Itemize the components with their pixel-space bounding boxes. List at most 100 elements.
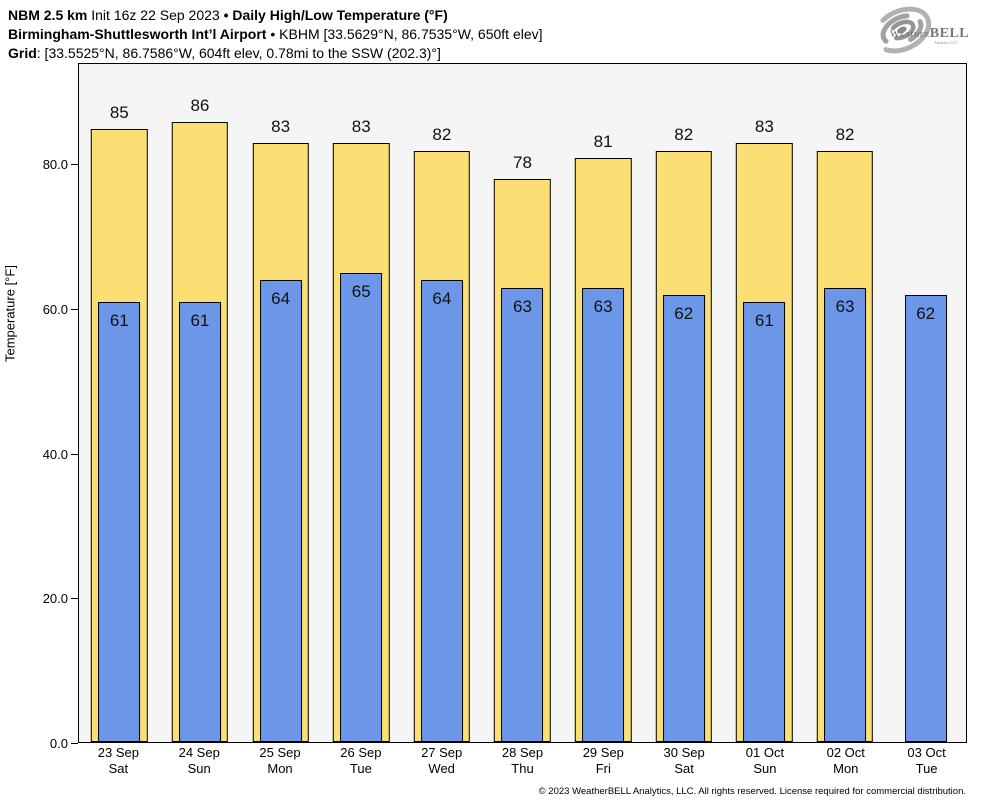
x-tick-date: 25 Sep [259,745,301,760]
x-axis-labels: 23 Sep Sat 24 Sep Sun 25 Sep Mon 26 Sep Tue 27 S… [78,745,967,785]
high-value-label: 83 [271,117,291,137]
bar-group-01-oct: 83 61 [724,64,805,742]
low-bar [259,280,302,742]
y-tick-mark [71,164,78,166]
low-bar [904,294,947,742]
high-value-label: 82 [835,124,855,144]
x-tick-date: 28 Sep [501,745,544,760]
low-bar [582,287,625,742]
y-tick-mark [71,598,78,600]
low-value-label: 63 [835,296,855,316]
x-tick-label: 28 Sep Thu [482,745,563,777]
x-tick-weekday: Sun [753,761,777,776]
y-tick-label: 40.0 [42,446,68,462]
bar-group-24-sep: 86 61 [160,64,241,742]
x-tick-weekday: Sun [187,761,211,776]
header-line-2: Birmingham-Shuttlesworth Int’l Airport •… [8,25,543,44]
low-bar [340,273,383,742]
high-value-label: 85 [109,102,129,122]
low-bar [178,302,221,742]
x-tick-weekday: Thu [511,761,534,776]
high-value-label: 86 [190,95,210,115]
low-bar [662,294,705,742]
bar-group-02-oct: 82 63 [805,64,886,742]
x-tick-date: 23 Sep [97,745,139,760]
x-tick-label: 29 Sep Fri [563,745,644,777]
header-line-1: NBM 2.5 km Init 16z 22 Sep 2023 • Daily … [8,6,543,25]
x-tick-date: 30 Sep [663,745,705,760]
y-tick-mark [71,743,78,744]
y-tick-label: 0.0 [49,736,68,751]
low-value-label: 62 [916,303,936,323]
model-name: NBM 2.5 km [8,7,88,23]
high-value-label: 83 [351,117,371,137]
low-value-label: 62 [674,303,694,323]
x-tick-date: 01 Oct [745,745,785,760]
bar-group-03-oct: 62 [885,64,966,742]
x-tick-date: 03 Oct [907,745,946,760]
x-tick-weekday: Mon [267,761,293,776]
x-tick-date: 24 Sep [178,745,220,760]
init-time: Init 16z 22 Sep 2023 [87,7,224,23]
x-tick-date: 26 Sep [340,745,382,760]
y-tick-label: 20.0 [42,591,68,607]
x-tick-label: 03 Oct Tue [886,745,967,777]
bar-group-23-sep: 85 61 [79,64,160,742]
x-tick-label: 23 Sep Sat [78,745,159,777]
x-tick-date: 29 Sep [582,745,624,760]
x-tick-weekday: Tue [915,761,938,776]
high-value-label: 82 [432,124,452,144]
low-bar [824,287,866,742]
bar-group-26-sep: 83 65 [321,64,402,742]
chart-header: NBM 2.5 km Init 16z 22 Sep 2023 • Daily … [8,6,543,63]
station-coords: • KBHM [33.5629°N, 86.7535°W, 650ft elev… [266,26,543,42]
x-tick-weekday: Fri [595,761,611,776]
x-tick-label: 30 Sep Sat [644,745,725,777]
x-tick-weekday: Tue [349,761,372,776]
copyright-text: © 2023 WeatherBELL Analytics, LLC. All r… [538,786,966,797]
x-tick-label: 27 Sep Wed [401,745,482,777]
x-tick-weekday: Sat [108,761,129,776]
x-tick-label: 25 Sep Mon [240,745,321,777]
grid-coords: : [33.5525°N, 86.7586°W, 604ft elev, 0.7… [36,45,441,61]
bar-group-28-sep: 78 63 [482,64,563,742]
y-tick-label: 80.0 [42,157,68,173]
header-line-3: Grid: [33.5525°N, 86.7586°W, 604ft elev,… [8,44,543,63]
grid-label: Grid [8,45,37,61]
high-value-label: 83 [754,117,774,137]
x-tick-date: 27 Sep [421,745,463,760]
high-value-label: 81 [593,131,613,151]
low-bar [501,287,544,742]
low-value-label: 61 [109,311,129,331]
bar-group-25-sep: 83 64 [240,64,321,742]
logo-word-bell: BELL [930,26,969,41]
low-value-label: 61 [754,311,774,331]
low-value-label: 65 [351,282,371,302]
y-tick-label: 60.0 [42,301,68,317]
low-bar [420,280,463,742]
high-value-label: 78 [513,153,532,173]
logo-subtext: Analytics LLC [934,40,958,45]
high-value-label: 82 [674,124,694,144]
x-tick-label: 02 Oct Mon [805,745,886,777]
low-value-label: 63 [593,296,613,316]
low-value-label: 63 [513,296,532,316]
chart-title: • Daily High/Low Temperature (°F) [223,7,448,23]
hurricane-swirl-icon [872,6,932,54]
y-tick-mark [71,453,78,455]
x-tick-label: 01 Oct Sun [725,745,806,777]
svg-text:WeatherBELL: WeatherBELL [890,26,969,41]
bar-group-29-sep: 81 63 [563,64,644,742]
x-tick-weekday: Wed [428,761,455,776]
low-bar [98,302,141,742]
station-name: Birmingham-Shuttlesworth Int’l Airport [8,26,267,42]
logo-word-weather: Weather [890,29,930,40]
x-tick-weekday: Mon [833,761,859,776]
x-tick-label: 24 Sep Sun [159,745,240,777]
y-tick-mark [71,308,78,310]
bar-group-27-sep: 82 64 [402,64,483,742]
weatherbell-logo: WeatherBELL Analytics LLC [872,6,969,54]
x-tick-date: 02 Oct [826,745,865,760]
bar-group-30-sep: 82 62 [643,64,724,742]
low-value-label: 61 [190,311,210,331]
